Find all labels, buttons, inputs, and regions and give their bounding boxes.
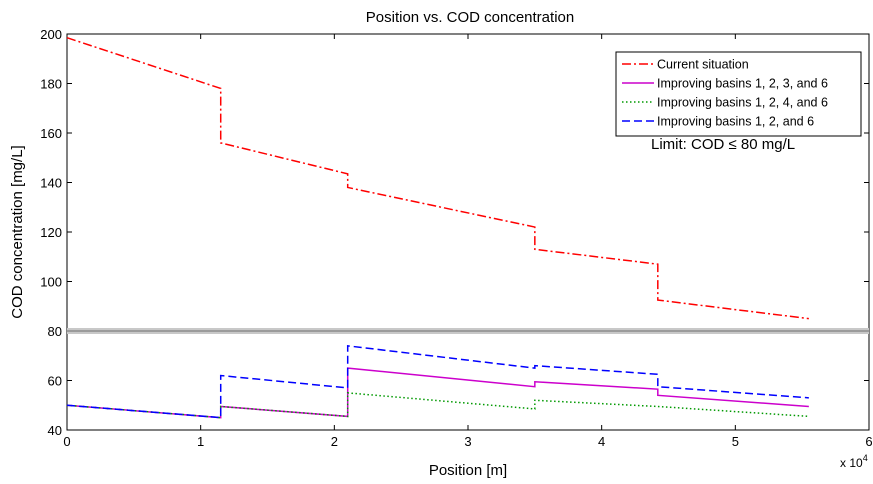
x-tick-label: 0 <box>63 434 70 449</box>
x-multiplier-base: x 10 <box>840 456 863 470</box>
y-tick-label: 140 <box>40 176 62 191</box>
chart-title: Position vs. COD concentration <box>366 9 574 26</box>
x-multiplier: x 104 <box>840 453 868 470</box>
x-tick-label: 4 <box>598 434 605 449</box>
series-group <box>66 37 809 419</box>
series-line-1 <box>66 37 809 320</box>
legend-box <box>615 51 862 137</box>
y-tick-label: 40 <box>48 423 62 438</box>
y-tick-label: 80 <box>48 324 62 339</box>
limit-line-group <box>67 328 869 334</box>
limit-annotation: Limit: COD ≤ 80 mg/L <box>651 136 795 153</box>
x-tick-label: 1 <box>197 434 204 449</box>
axis-ticks: 0 1 2 3 4 5 6 40 60 80 100 120 140 160 180 200 <box>40 27 872 449</box>
legend-label-1: Current situation <box>657 58 749 72</box>
x-tick-label: 3 <box>464 434 471 449</box>
y-tick-label: 100 <box>40 275 62 290</box>
x-tick-label: 5 <box>732 434 739 449</box>
x-axis-label: Position [m] <box>429 462 507 479</box>
x-tick-label: 6 <box>865 434 872 449</box>
series-line-3 <box>66 392 809 419</box>
series-line-4 <box>66 345 809 419</box>
x-tick-label: 2 <box>331 434 338 449</box>
y-tick-label: 160 <box>40 126 62 141</box>
legend-label-4: Improving basins 1, 2, and 6 <box>657 115 814 129</box>
y-tick-label: 60 <box>48 374 62 389</box>
x-multiplier-exponent: 4 <box>863 453 868 463</box>
legend: Current situation Improving basins 1, 2, … <box>615 51 862 137</box>
y-tick-label: 180 <box>40 77 62 92</box>
y-axis-label: COD concentration [mg/L] <box>9 145 26 318</box>
legend-label-2: Improving basins 1, 2, 3, and 6 <box>657 77 828 91</box>
y-tick-label: 120 <box>40 225 62 240</box>
legend-label-3: Improving basins 1, 2, 4, and 6 <box>657 96 828 110</box>
y-tick-label: 200 <box>40 27 62 42</box>
